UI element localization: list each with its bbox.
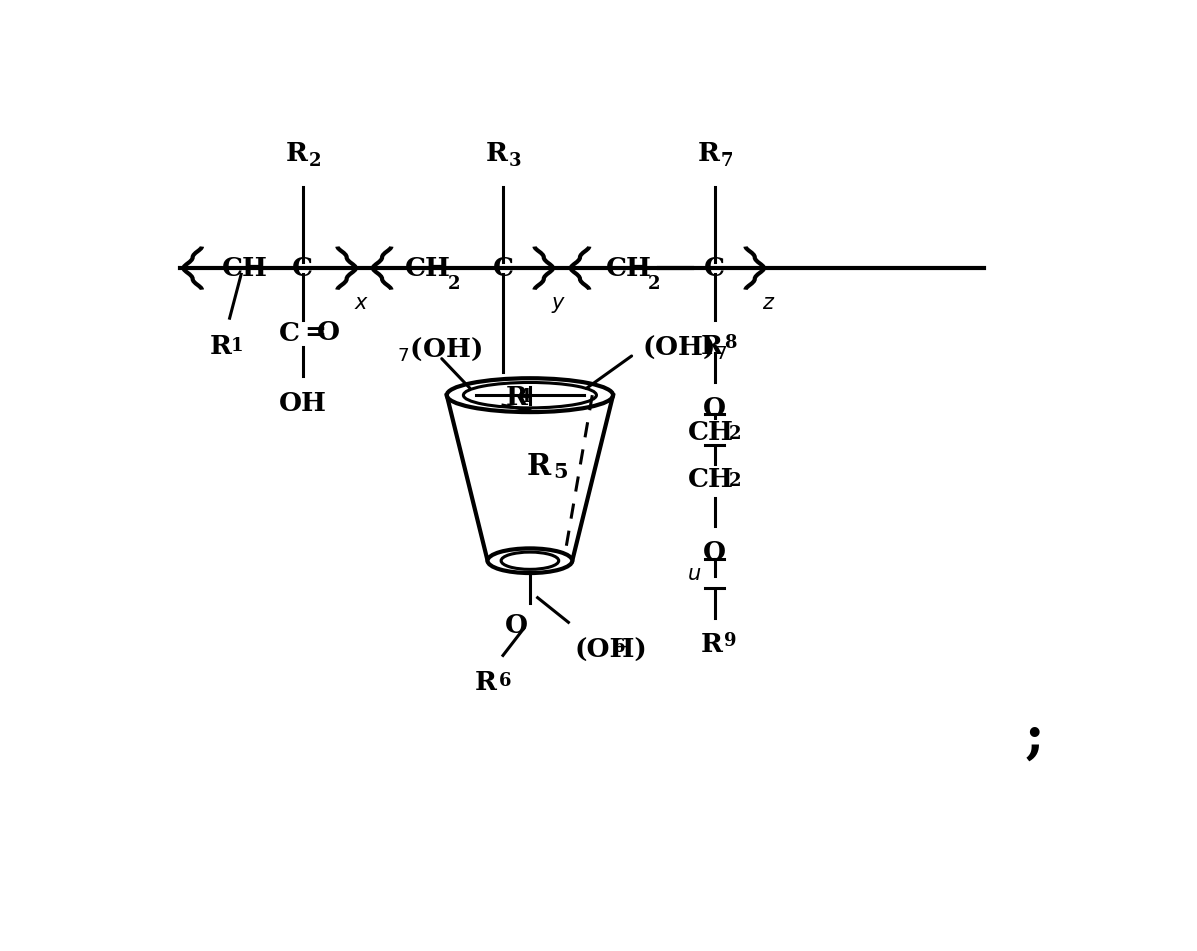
Text: 1: 1 bbox=[231, 338, 244, 356]
Text: CH: CH bbox=[606, 256, 651, 281]
Text: 2: 2 bbox=[309, 151, 322, 169]
Text: 2: 2 bbox=[729, 425, 741, 443]
Text: C: C bbox=[279, 321, 299, 346]
Text: R: R bbox=[527, 452, 552, 481]
Text: R: R bbox=[700, 632, 723, 657]
Text: 2: 2 bbox=[448, 275, 460, 293]
Text: u: u bbox=[687, 564, 701, 584]
Text: O: O bbox=[505, 613, 528, 638]
Text: 6: 6 bbox=[613, 638, 626, 656]
Text: CH: CH bbox=[688, 467, 734, 492]
Text: R: R bbox=[698, 142, 719, 166]
Text: 5: 5 bbox=[553, 462, 567, 482]
Text: x: x bbox=[354, 293, 366, 313]
Text: y: y bbox=[552, 293, 564, 313]
Text: CH: CH bbox=[406, 256, 451, 281]
Text: CH: CH bbox=[688, 419, 734, 445]
Text: =: = bbox=[304, 320, 327, 344]
Text: 9: 9 bbox=[724, 632, 736, 650]
Text: O: O bbox=[703, 540, 727, 565]
Text: R: R bbox=[505, 385, 527, 410]
Text: $_7$(OH): $_7$(OH) bbox=[397, 335, 482, 363]
Text: R: R bbox=[474, 670, 497, 695]
Text: R: R bbox=[700, 334, 723, 359]
Text: OH: OH bbox=[279, 391, 327, 417]
Text: R: R bbox=[286, 142, 308, 166]
Text: 2: 2 bbox=[648, 275, 661, 293]
Ellipse shape bbox=[502, 553, 559, 570]
Text: C: C bbox=[292, 256, 314, 281]
Text: 7: 7 bbox=[721, 151, 734, 169]
Text: ;: ; bbox=[1025, 712, 1044, 764]
Text: 6: 6 bbox=[499, 671, 511, 689]
Text: 3: 3 bbox=[509, 151, 522, 169]
Text: z: z bbox=[762, 293, 773, 313]
Text: R: R bbox=[209, 334, 231, 359]
Text: R: R bbox=[486, 142, 508, 166]
Text: (OH): (OH) bbox=[575, 638, 648, 663]
Text: C: C bbox=[704, 256, 725, 281]
Text: 4: 4 bbox=[518, 388, 530, 406]
Text: O: O bbox=[317, 320, 340, 344]
Text: CH: CH bbox=[223, 256, 268, 281]
Text: (OH)$_7$: (OH)$_7$ bbox=[642, 333, 727, 360]
Text: O: O bbox=[703, 396, 727, 421]
Text: 2: 2 bbox=[729, 473, 741, 491]
Text: 8: 8 bbox=[724, 334, 736, 352]
Text: C: C bbox=[492, 256, 514, 281]
Ellipse shape bbox=[487, 549, 572, 573]
